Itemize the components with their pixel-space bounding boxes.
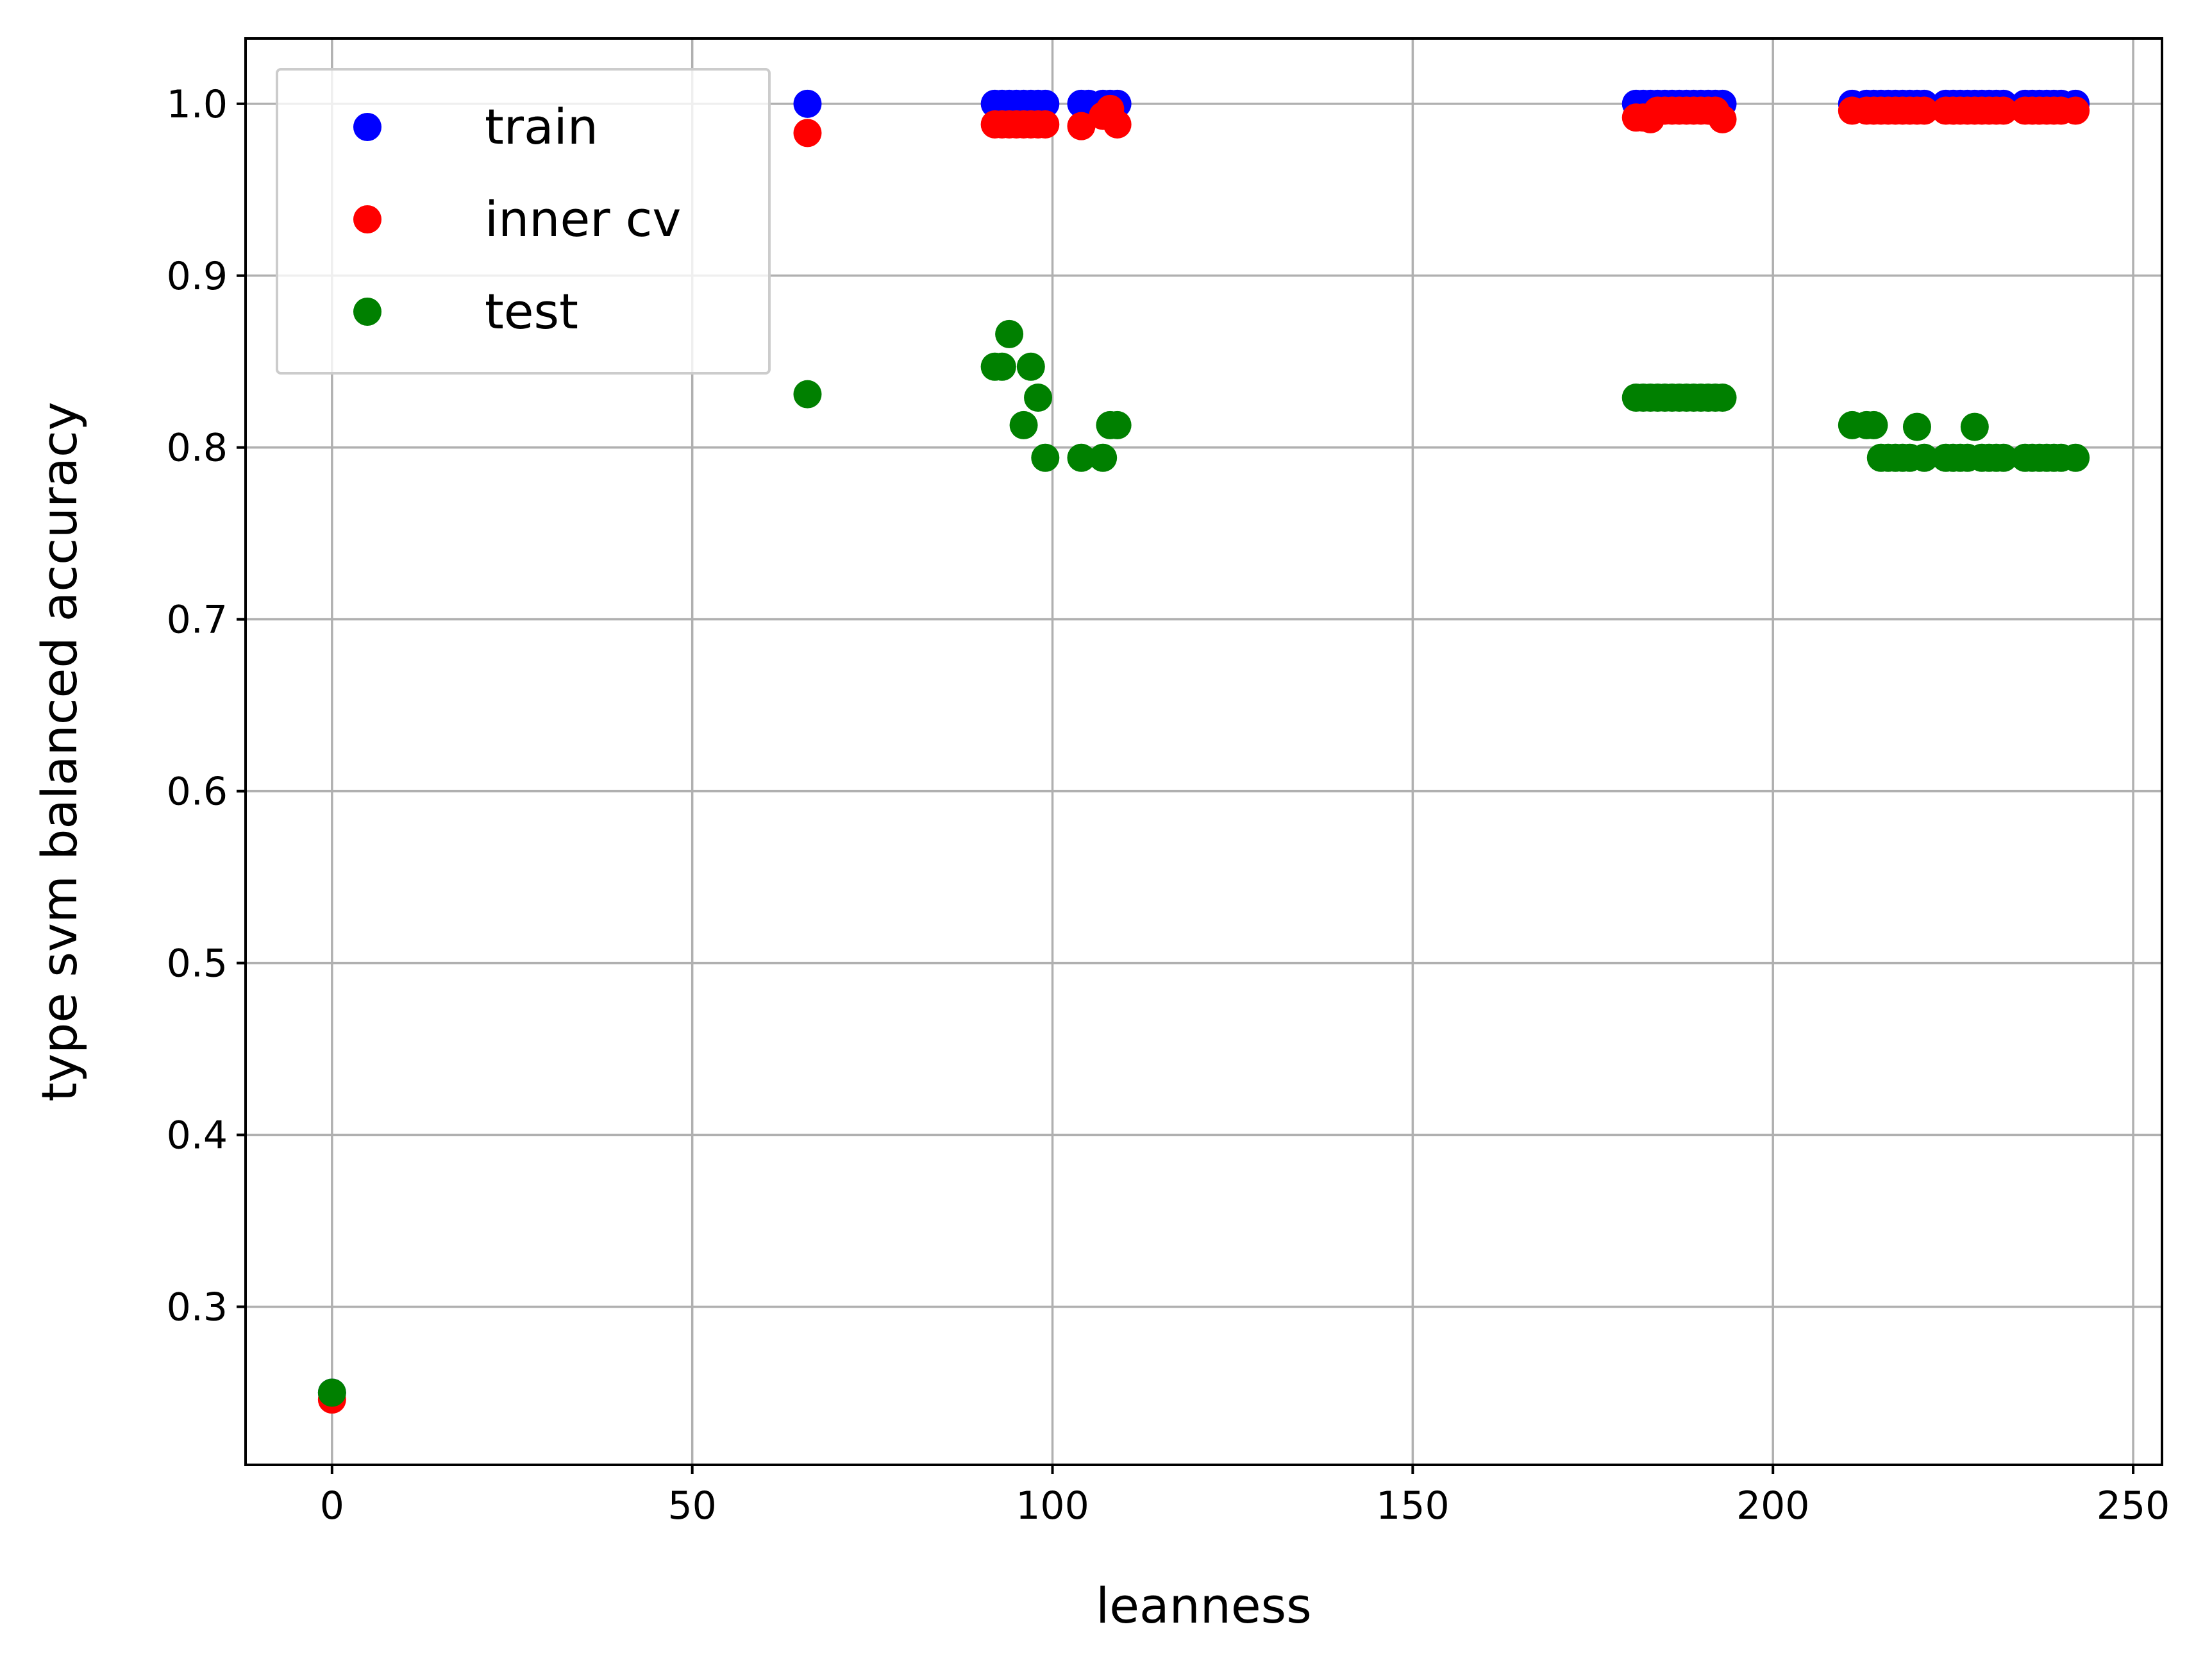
legend-box [276,68,771,375]
data-point [995,319,1024,348]
data-point [1902,412,1931,441]
data-point [1067,443,1096,472]
data-point [1859,410,1888,439]
data-point [1024,384,1053,412]
data-point [1067,112,1096,140]
data-point [793,89,822,118]
data-point [1089,443,1118,472]
x-tick-label: 200 [1736,1483,1810,1528]
data-point [793,380,822,409]
data-point [1016,352,1045,381]
legend: train inner cv test [276,68,771,375]
data-point [793,119,822,148]
y-tick-label: 0.4 [167,1113,228,1158]
legend-marker-inner-cv [353,205,381,233]
series-inner-cv [317,94,2090,1414]
x-axis-label: leanness [1096,1577,1312,1634]
y-axis-label: type svm balanced accuracy [31,401,88,1101]
x-axis-ticks: 0 50 100 150 200 250 [320,1465,2170,1528]
data-point [987,352,1016,381]
data-point [1031,110,1060,139]
data-point [1960,412,1989,441]
y-tick-label: 0.3 [167,1285,228,1330]
data-point [2061,96,2090,125]
data-point [1989,443,2018,472]
data-point [1103,110,1132,139]
y-tick-label: 0.6 [167,770,228,815]
legend-label-train: train [485,98,598,155]
data-point [1103,410,1132,439]
data-point [1031,443,1060,472]
y-tick-label: 0.5 [167,942,228,986]
plot-frame [244,37,2163,1466]
x-tick-label: 50 [668,1483,717,1528]
y-tick-label: 0.9 [167,254,228,299]
legend-label-inner-cv: inner cv [485,190,681,248]
legend-marker-test [353,298,381,326]
y-tick-label: 0.8 [167,426,228,471]
legend-label-test: test [485,283,578,340]
x-tick-label: 100 [1016,1483,1089,1528]
data-point [317,1378,346,1407]
data-point [1910,443,1939,472]
data-point [1708,384,1737,412]
data-point [1708,105,1737,133]
legend-marker-train [353,113,381,141]
data-point [1910,96,1939,125]
data-points [317,89,2090,1414]
series-test [317,319,2090,1407]
y-axis-ticks: 0.3 0.4 0.5 0.6 0.7 0.8 0.9 1.0 [167,82,246,1330]
data-point [1989,96,2018,125]
y-tick-label: 1.0 [167,82,228,127]
x-tick-label: 150 [1376,1483,1450,1528]
y-tick-label: 0.7 [167,598,228,643]
data-point [2061,443,2090,472]
x-tick-label: 0 [320,1483,344,1528]
x-tick-label: 250 [2097,1483,2170,1528]
grid-lines [246,38,2162,1465]
data-point [1009,410,1038,439]
